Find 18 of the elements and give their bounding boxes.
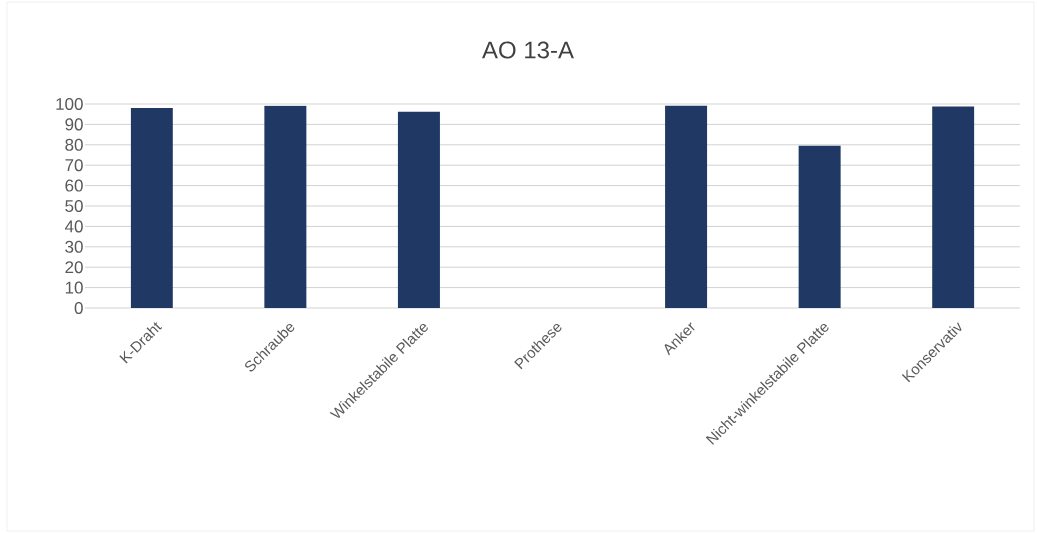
y-tick-label: 100 (56, 97, 83, 111)
y-tick-label: 30 (65, 240, 83, 253)
y-tick-label: 60 (65, 179, 83, 192)
y-tick-label: 90 (65, 118, 83, 131)
bar (130, 108, 173, 308)
y-tick-label: 20 (65, 261, 83, 274)
y-tick-label: 10 (65, 281, 83, 294)
y-tick-label: 40 (64, 220, 83, 233)
bar (798, 145, 841, 308)
bar (397, 111, 440, 308)
bar (264, 105, 307, 308)
y-tick-label: 70 (65, 159, 83, 172)
y-tick-label: 50 (65, 199, 83, 213)
y-tick-label: 80 (65, 138, 83, 151)
y-tick-label: 0 (74, 301, 83, 315)
bar (665, 105, 708, 308)
chart-title: AO 13-A (482, 41, 574, 59)
bar (932, 106, 975, 308)
